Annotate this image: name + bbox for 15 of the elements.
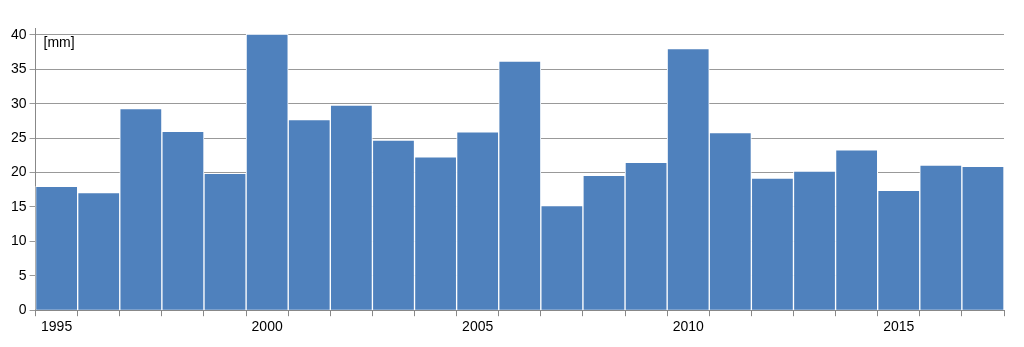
x-tick-label: 2010	[672, 318, 704, 335]
y-axis-title: [mm]	[43, 33, 75, 50]
x-tick-label: 1995	[41, 318, 73, 335]
y-tick-label: 20	[10, 163, 27, 180]
y-tick-label: 10	[10, 232, 27, 249]
x-tick-label: 2000	[251, 318, 283, 335]
x-tick-label: 2005	[462, 318, 494, 335]
y-tick-label: 40	[10, 25, 27, 42]
y-tick-label: 15	[10, 197, 27, 214]
y-tick-label: 5	[18, 266, 27, 283]
x-tick-label: 2015	[883, 318, 915, 335]
y-tick-label: 35	[10, 60, 27, 77]
y-tick-label: 25	[10, 128, 27, 145]
y-tick-label: 0	[18, 301, 27, 318]
y-tick-label: 30	[10, 94, 27, 111]
